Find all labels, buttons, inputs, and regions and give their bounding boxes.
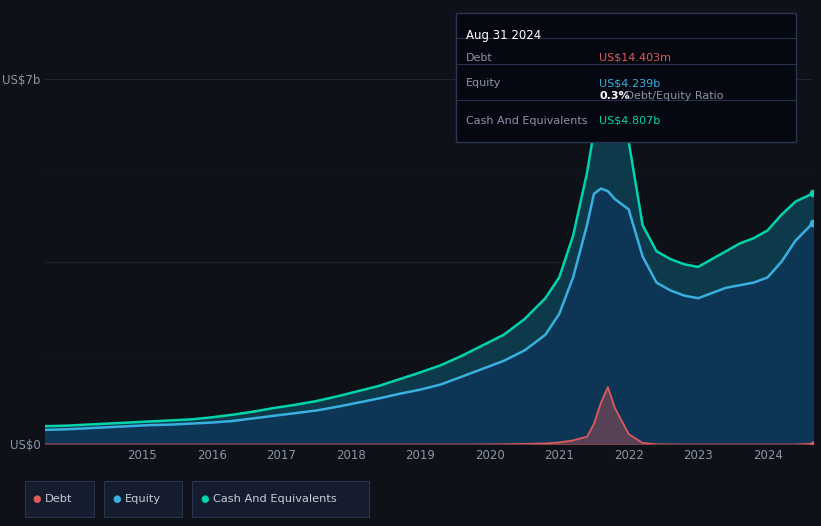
Text: Cash And Equivalents: Cash And Equivalents [466,116,587,126]
Text: US$4.239b: US$4.239b [599,78,661,88]
Text: Cash And Equivalents: Cash And Equivalents [213,493,337,504]
Text: Debt: Debt [45,493,72,504]
Text: Debt: Debt [466,53,493,63]
Text: ●: ● [33,493,41,504]
Text: 0.3%: 0.3% [599,91,630,101]
Text: Equity: Equity [125,493,161,504]
Text: Aug 31 2024: Aug 31 2024 [466,29,541,42]
Text: US$4.807b: US$4.807b [599,116,661,126]
Text: US$14.403m: US$14.403m [599,53,672,63]
Text: Equity: Equity [466,78,501,88]
Text: ●: ● [200,493,209,504]
Text: Debt/Equity Ratio: Debt/Equity Ratio [622,91,724,101]
Text: ●: ● [112,493,121,504]
